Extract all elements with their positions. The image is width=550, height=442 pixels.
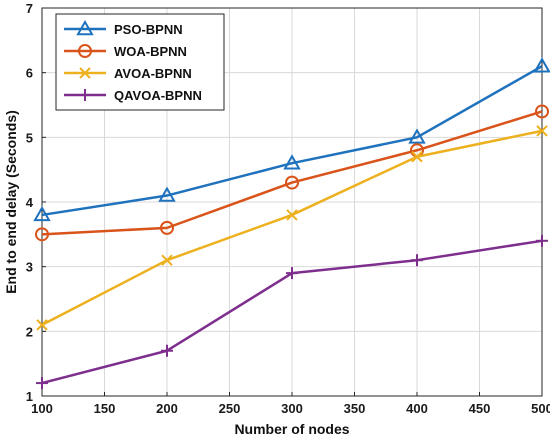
data-point-x (411, 151, 423, 163)
legend-item: PSO-BPNN (64, 19, 183, 37)
data-point-triangle (283, 154, 301, 170)
legend-marker (76, 19, 94, 36)
legend-item: AVOA-BPNN (64, 66, 192, 81)
series-group (33, 57, 550, 390)
x-axis-label: Number of nodes (234, 421, 349, 437)
data-point-x (536, 125, 548, 137)
data-point-plus (161, 344, 173, 357)
series-woa-bpnn (35, 104, 549, 242)
x-tick-label: 450 (469, 401, 491, 416)
data-point-plus (286, 267, 298, 280)
y-axis-ticks: 1 2 3 4 5 6 7 (26, 1, 46, 404)
series-line (41, 110, 543, 236)
x-tick-label: 500 (531, 401, 550, 416)
legend-label: WOA-BPNN (114, 44, 187, 59)
data-point-x (36, 319, 48, 331)
legend-marker (79, 89, 91, 101)
x-tick-label: 150 (94, 401, 116, 416)
legend-item: QAVOA-BPNN (64, 88, 202, 103)
x-tick-label: 200 (156, 401, 178, 416)
data-point-circle (285, 175, 299, 190)
data-point-circle (535, 104, 549, 119)
x-axis-ticks: 100 150 200 250 300 350 400 450 500 (31, 392, 550, 416)
legend-label: PSO-BPNN (114, 22, 183, 37)
x-tick-label: 250 (219, 401, 241, 416)
series-avoa-bpnn (36, 125, 548, 331)
data-point-triangle (408, 128, 426, 144)
legend-label: QAVOA-BPNN (114, 88, 202, 103)
series-pso-bpnn (33, 57, 550, 222)
x-tick-label: 350 (344, 401, 366, 416)
legend-marker (79, 67, 91, 79)
data-point-circle (35, 227, 49, 242)
y-tick-label: 3 (26, 260, 33, 275)
y-tick-label: 1 (26, 389, 33, 404)
data-point-triangle (533, 57, 550, 73)
legend-item: WOA-BPNN (64, 44, 187, 59)
data-point-plus (411, 254, 423, 267)
y-tick-label: 5 (26, 130, 33, 145)
y-tick-label: 7 (26, 1, 33, 16)
x-tick-label: 400 (406, 401, 428, 416)
data-point-plus (36, 377, 48, 390)
legend-marker (78, 44, 92, 58)
y-tick-label: 6 (26, 66, 33, 81)
series-qavoa-bpnn (36, 234, 548, 390)
data-point-triangle (158, 186, 176, 202)
data-point-x (286, 209, 298, 221)
data-point-circle (160, 220, 174, 235)
x-tick-label: 300 (281, 401, 303, 416)
y-axis-label: End to end delay (Seconds) (3, 110, 19, 294)
series-line (41, 65, 543, 217)
legend: PSO-BPNN WOA-BPNN AVOA-BPNN QAVOA-BPNN (55, 13, 225, 111)
x-tick-label: 100 (31, 401, 53, 416)
data-point-x (161, 254, 173, 266)
y-tick-label: 2 (26, 324, 33, 339)
y-tick-label: 4 (26, 195, 34, 210)
data-point-triangle (33, 205, 51, 222)
data-point-plus (536, 234, 548, 247)
legend-label: AVOA-BPNN (114, 66, 192, 81)
